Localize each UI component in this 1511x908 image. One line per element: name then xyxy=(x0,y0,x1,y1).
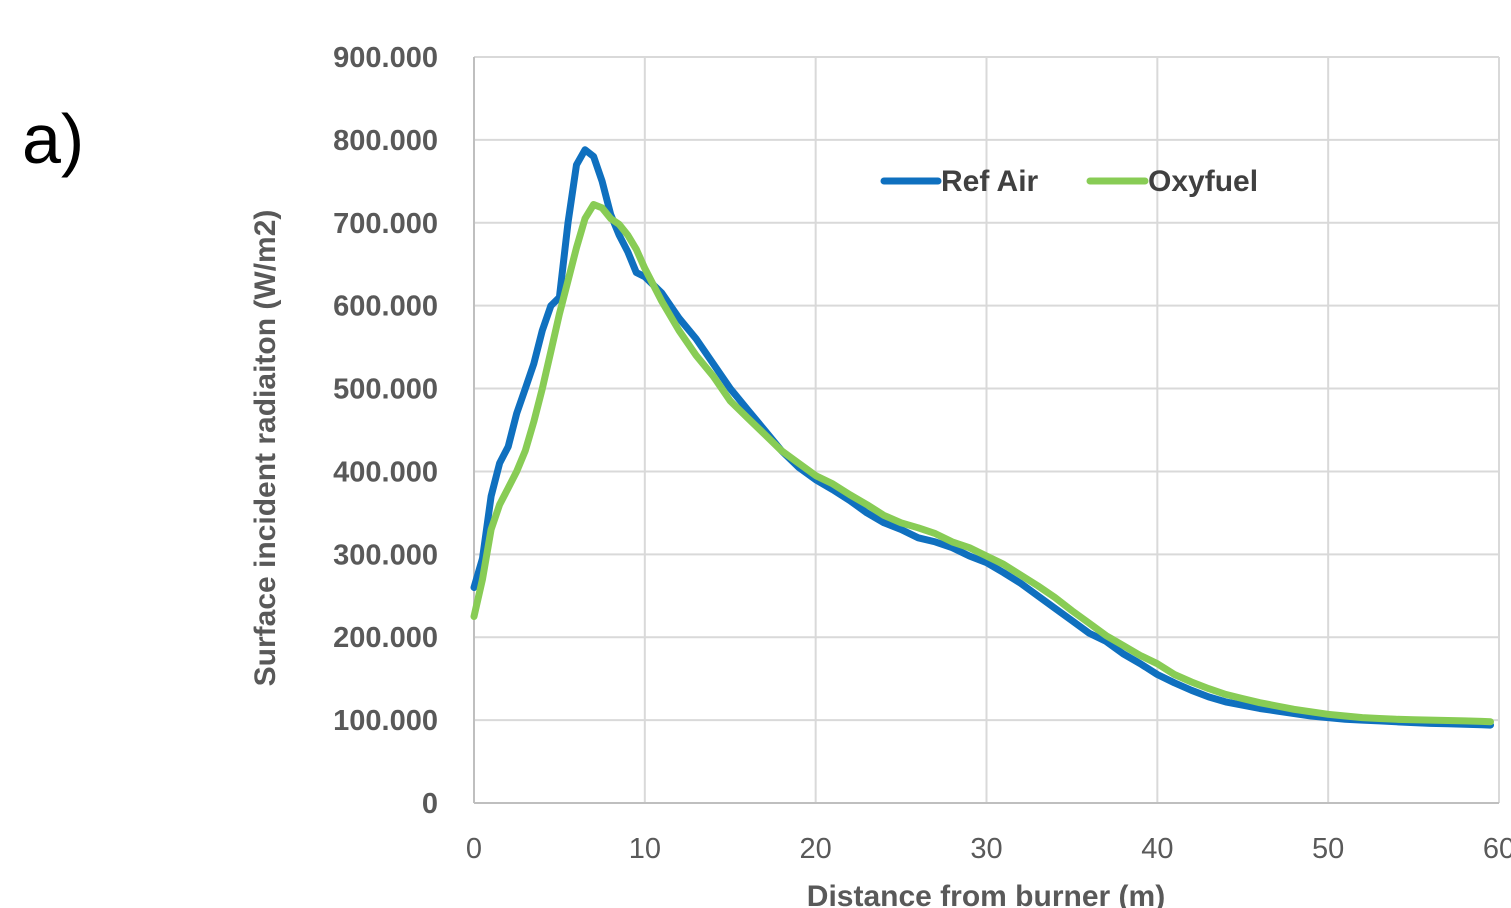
x-tick-label: 20 xyxy=(800,833,832,865)
y-tick-label: 400.000 xyxy=(333,456,438,488)
y-axis-title: Surface incident radiaiton (W/m2) xyxy=(249,210,282,687)
y-tick-label: 600.000 xyxy=(333,291,438,323)
y-tick-label: 300.000 xyxy=(333,539,438,571)
series-line-oxyfuel xyxy=(470,201,1494,726)
x-tick-label: 50 xyxy=(1312,833,1344,865)
y-tick-label: 500.000 xyxy=(333,374,438,406)
y-tick-label: 800.000 xyxy=(333,125,438,157)
x-axis-title: Distance from burner (m) xyxy=(807,880,1165,908)
x-tick-label: 40 xyxy=(1141,833,1173,865)
plot-series xyxy=(470,146,1494,729)
x-tick-label: 30 xyxy=(970,833,1002,865)
axes xyxy=(473,57,1499,804)
y-tick-label: 700.000 xyxy=(333,208,438,240)
y-tick-label: 200.000 xyxy=(333,622,438,654)
x-axis-tick-labels: 0 10 20 30 40 50 60 xyxy=(466,833,1511,865)
x-tick-label: 60 xyxy=(1483,833,1511,865)
gridlines xyxy=(474,56,1500,803)
x-tick-label: 10 xyxy=(629,833,661,865)
legend-label-ref-air: Ref Air xyxy=(941,165,1039,198)
y-tick-label: 100.000 xyxy=(333,705,438,737)
series-line-ref-air xyxy=(470,146,1494,729)
y-tick-label: 0 xyxy=(422,788,438,820)
legend: Ref Air Oxyfuel xyxy=(880,165,1258,198)
y-axis-tick-labels: 0 100.000 200.000 300.000 400.000 500.000 600.… xyxy=(333,42,438,820)
x-tick-label: 0 xyxy=(466,833,482,865)
legend-label-oxyfuel: Oxyfuel xyxy=(1148,165,1258,198)
y-tick-label: 900.000 xyxy=(333,42,438,74)
panel-label: a) xyxy=(22,100,84,178)
